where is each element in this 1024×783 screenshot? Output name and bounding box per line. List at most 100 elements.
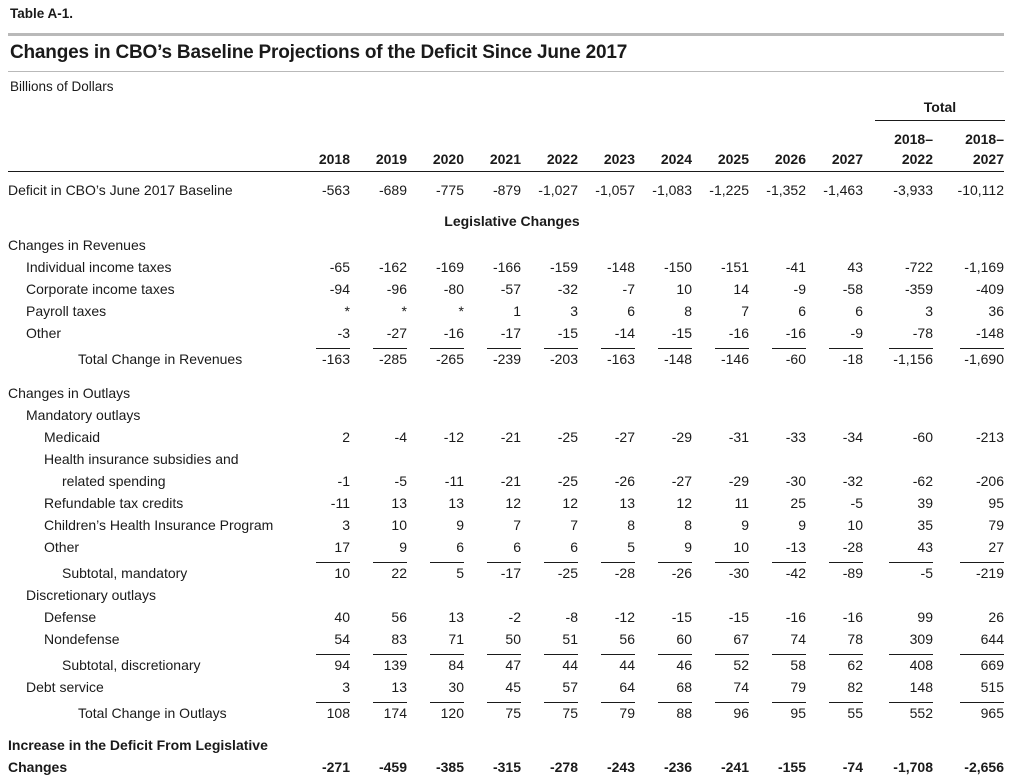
subtotal-rule <box>316 348 350 349</box>
table-cell: -148 <box>975 325 1004 341</box>
total-header: Total <box>923 99 957 115</box>
subtotal-rule <box>772 654 806 655</box>
table-cell: -689 <box>378 182 407 198</box>
table-cell: -74 <box>842 759 863 775</box>
table-cell: -42 <box>785 565 806 581</box>
subtotal-rule <box>960 702 1004 703</box>
table-cell: -34 <box>842 429 863 445</box>
table-cell: 139 <box>383 657 407 673</box>
table-row-inc-2: Changes -271 -459 -385 -315 -278 -243 -236 -241 -… <box>0 756 1024 778</box>
table-label: Table A-1. <box>10 6 74 21</box>
table-cell: -146 <box>720 351 749 367</box>
table-cell: -57 <box>500 281 521 297</box>
subtotal-rule <box>772 702 806 703</box>
table-cell: -155 <box>777 759 806 775</box>
table-cell: 9 <box>399 539 407 555</box>
subtotal-rule <box>960 654 1004 655</box>
table-cell: 965 <box>980 705 1004 721</box>
row-label: Payroll taxes <box>26 303 107 319</box>
table-cell: -32 <box>557 281 578 297</box>
table-cell: -213 <box>975 429 1004 445</box>
table-cell: -15 <box>557 325 578 341</box>
table-row-mand-sub: Subtotal, mandatory 10 22 5 -17 -25 -28 -26 -30 -… <box>0 562 1024 584</box>
table-cell: -33 <box>785 429 806 445</box>
table-cell: 56 <box>619 631 635 647</box>
table-cell: -239 <box>492 351 521 367</box>
table-cell: 88 <box>676 705 692 721</box>
table-cell: -1 <box>337 473 350 489</box>
subtotal-rule <box>715 348 749 349</box>
table-cell: 64 <box>619 679 635 695</box>
subtotal-rule <box>715 702 749 703</box>
table-cell: -28 <box>842 539 863 555</box>
table-row-debt: Debt service 3 13 30 45 57 64 68 74 79 82 148 515 <box>0 676 1024 698</box>
table-cell: -1,690 <box>964 351 1004 367</box>
row-label: Deficit in CBO’s June 2017 Baseline <box>8 182 233 198</box>
table-row-nondefense: Nondefense 54 83 71 50 51 56 60 67 74 78 309 644 <box>0 628 1024 650</box>
table-cell: * <box>458 303 464 319</box>
table-cell: -26 <box>671 565 692 581</box>
table-cell: 6 <box>855 303 863 319</box>
table-cell: 52 <box>733 657 749 673</box>
row-label: Other <box>44 539 80 555</box>
row-label: Increase in the Deficit From Legislative <box>8 737 268 753</box>
table-cell: -5 <box>394 473 407 489</box>
table-cell: 13 <box>619 495 635 511</box>
table-cell: -219 <box>975 565 1004 581</box>
column-header: 2019 <box>375 151 407 167</box>
subtotal-rule <box>715 562 749 563</box>
table-row-rev-corporate: Corporate income taxes -94 -96 -80 -57 -32 -7 1… <box>0 278 1024 300</box>
table-cell: -241 <box>720 759 749 775</box>
row-label: Health insurance subsidies and <box>44 451 239 467</box>
title-rule <box>8 71 1004 72</box>
column-header: 2024 <box>660 151 692 167</box>
table-cell: 5 <box>627 539 635 555</box>
table-cell: -15 <box>671 325 692 341</box>
subtotal-rule <box>487 348 521 349</box>
column-header: 2027 <box>831 151 863 167</box>
table-cell: 27 <box>988 539 1004 555</box>
table-cell: 43 <box>847 259 863 275</box>
row-label: Subtotal, mandatory <box>62 565 188 581</box>
table-cell: -96 <box>386 281 407 297</box>
table-cell: 99 <box>917 609 933 625</box>
row-label: Subtotal, discretionary <box>62 657 201 673</box>
table-row-rev-payroll: Payroll taxes * * * 1 3 6 8 7 6 6 3 36 <box>0 300 1024 322</box>
subtotal-rule <box>715 654 749 655</box>
row-label: Corporate income taxes <box>26 281 175 297</box>
subtotal-rule <box>658 702 692 703</box>
subtotal-rule <box>544 654 578 655</box>
row-label: Changes <box>8 759 68 775</box>
table-cell: 12 <box>676 495 692 511</box>
subtotal-rule <box>373 562 407 563</box>
table-cell: -2,656 <box>964 759 1004 775</box>
table-cell: 96 <box>733 705 749 721</box>
table-cell: 10 <box>847 517 863 533</box>
subtotal-rule <box>658 654 692 655</box>
table-cell: -206 <box>975 473 1004 489</box>
subtotal-rule <box>889 348 933 349</box>
subtotal-rule <box>601 702 635 703</box>
table-cell: -27 <box>386 325 407 341</box>
table-cell: -243 <box>606 759 635 775</box>
table-cell: -7 <box>622 281 635 297</box>
table-cell: 3 <box>925 303 933 319</box>
row-label: Total Change in Outlays <box>78 705 227 721</box>
table-cell: 10 <box>676 281 692 297</box>
table-cell: -315 <box>492 759 521 775</box>
subtotal-rule <box>373 348 407 349</box>
table-cell: 79 <box>790 679 806 695</box>
table-cell: 3 <box>342 679 350 695</box>
table-cell: -41 <box>785 259 806 275</box>
table-cell: * <box>401 303 407 319</box>
table-row-rev-total: Total Change in Revenues -163 -285 -265 -239… <box>0 348 1024 370</box>
table-title: Changes in CBO’s Baseline Projections of… <box>10 42 628 63</box>
column-header: 2020 <box>432 151 464 167</box>
table-cell: 17 <box>334 539 350 555</box>
row-label: Other <box>26 325 62 341</box>
table-cell: -21 <box>500 473 521 489</box>
table-cell: 7 <box>741 303 749 319</box>
table-cell: -16 <box>785 325 806 341</box>
table-cell: 12 <box>562 495 578 511</box>
table-cell: -271 <box>321 759 350 775</box>
